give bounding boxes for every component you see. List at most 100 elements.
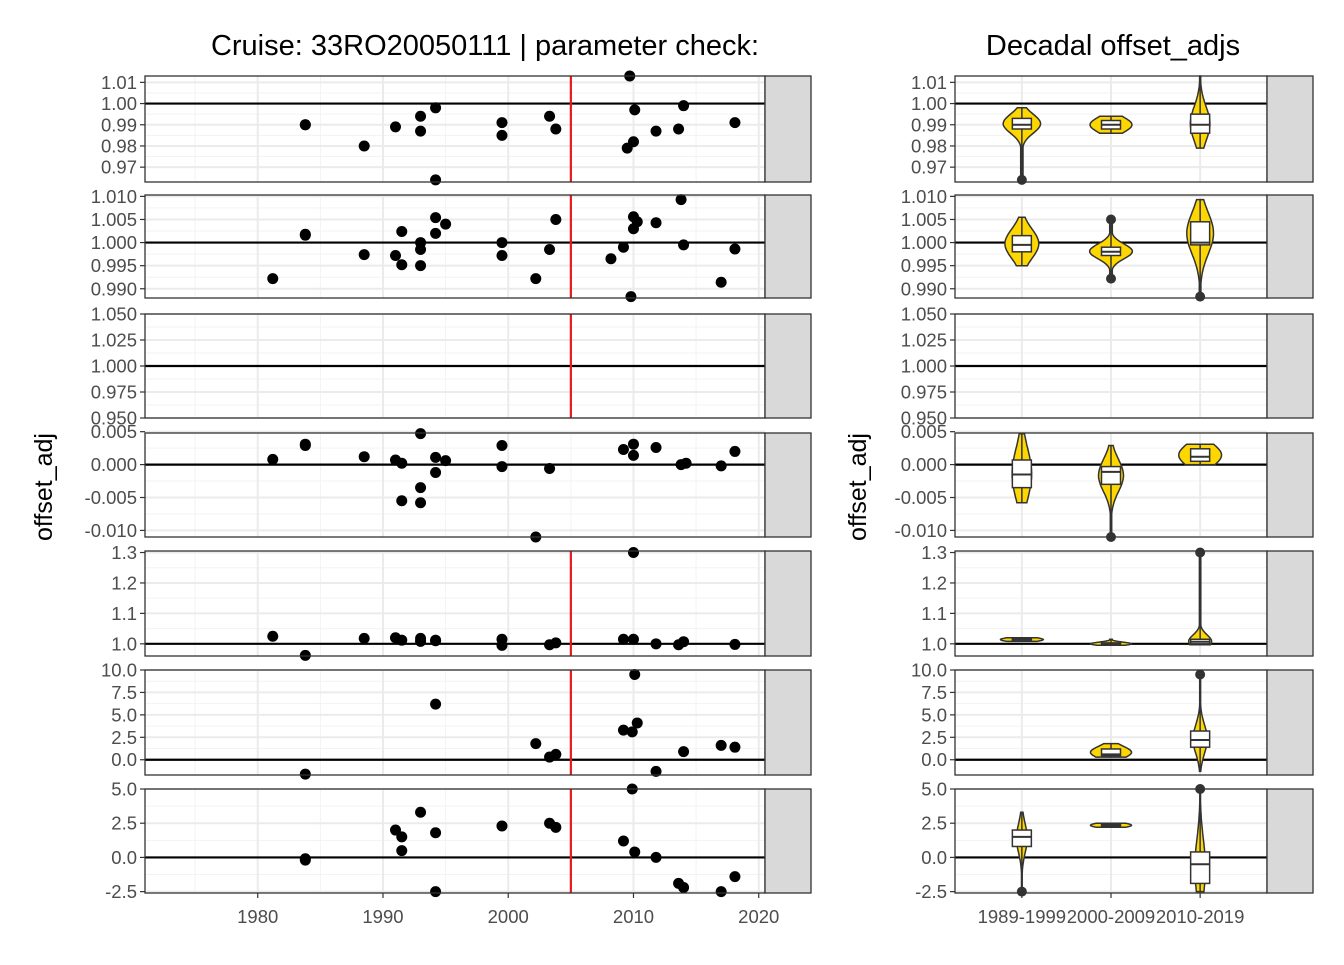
left-x-tick-label: 2010 [613,906,654,927]
left-nitrate-data-point [629,104,641,116]
right-tco2-box [1189,851,1211,885]
left-salinity-data-point [544,463,556,475]
right-tco2-y-tick-label: -2.5 [915,881,947,902]
left-talk-data-point [715,739,727,751]
left-talk-y-tick-label: 0.0 [111,749,137,770]
left-nitrate-data-point [358,140,370,152]
left-phosphate-y-tick-label: 0.975 [91,382,137,403]
left-silicate-y-tick-label: 1.2 [111,572,137,593]
left-salinity-panel-bg [145,433,765,537]
left-silicate-data-point [627,547,639,559]
left-nitrate-data-point [430,102,442,114]
right-tco2-outlier [1016,886,1027,897]
left-salinity-data-point [358,451,370,463]
left-talk-panel-bg [145,670,765,775]
left-nitrate-data-point [496,117,508,129]
left-oxygen-strip [764,194,812,299]
right-oxygen-outlier [1106,273,1116,284]
left-oxygen-data-point [496,250,508,262]
left-oxygen-data-point [396,259,408,271]
left-salinity-data-point [715,460,727,472]
left-oxygen-data-point [678,239,690,251]
left-tco2-data-point [299,854,311,866]
left-silicate-data-point [415,635,427,647]
left-nitrate-y-tick-label: 0.97 [101,157,137,178]
left-phosphate-strip [764,313,812,419]
left-silicate-data-point [267,630,279,642]
left-talk-data-point [626,726,638,738]
left-tco2-strip [764,788,812,894]
left-salinity-data-point [680,457,692,469]
left-talk-data-point [430,698,442,710]
right-oxygen-y-tick-label: 0.990 [901,278,947,299]
left-oxygen-y-tick-label: 1.005 [91,209,137,230]
right-salinity-y-tick-label: 0.000 [901,454,947,475]
left-tco2-data-point [415,806,427,818]
left-talk-data-point [299,768,311,780]
left-silicate-y-tick-label: 1.1 [111,603,137,624]
left-tco2-data-point [617,835,629,847]
left-chart-title: Cruise: 33RO20050111 | parameter check: [211,30,759,62]
right-phosphate-y-tick-label: 0.975 [901,382,947,403]
right-silicate-y-tick-label: 1.0 [921,633,947,654]
left-silicate-panel-bg [145,551,765,656]
left-tco2-data-point [396,845,408,857]
left-salinity-data-point [415,428,427,440]
left-tco2-data-point [430,827,442,839]
left-oxygen-data-point [415,237,427,249]
left-salinity-data-point [496,440,508,452]
left-oxygen-data-point [390,250,402,262]
right-nitrate-y-tick-label: 1.00 [911,93,947,114]
left-salinity-y-tick-label: -0.005 [85,487,137,508]
left-tco2-y-tick-label: -2.5 [105,881,137,902]
left-phosphate-y-tick-label: 1.050 [91,304,137,325]
left-nitrate-panel-bg [145,76,765,182]
left-oxygen-data-point [544,244,556,256]
right-phosphate-strip [1266,313,1314,419]
left-nitrate-data-point [415,110,427,122]
left-oxygen-data-point [430,212,442,224]
left-nitrate-data-point [673,123,685,135]
left-nitrate-data-point [299,119,311,131]
left-silicate-y-tick-label: 1.0 [111,633,137,654]
left-silicate-data-point [430,635,442,647]
left-silicate-strip [764,550,812,657]
right-salinity-y-tick-label: -0.010 [895,520,947,541]
right-oxygen-y-tick-label: 1.005 [901,209,947,230]
left-oxygen-data-point [550,213,562,225]
left-salinity-data-point [627,449,639,461]
left-nitrate-data-point [550,123,562,135]
right-tco2-y-tick-label: 2.5 [921,813,947,834]
right-nitrate-y-tick-label: 0.99 [911,114,947,135]
right-oxygen-box [1011,234,1033,253]
right-nitrate-outlier [1016,174,1027,185]
right-tco2-strip [1266,788,1314,894]
left-oxygen-data-point [617,241,629,253]
left-salinity-data-point [396,457,408,469]
left-salinity-data-point [415,482,427,494]
left-oxygen-y-tick-label: 1.010 [91,186,137,207]
right-x-tick-label: 2000-2009 [1067,906,1155,927]
right-x-tick-label: 1989-1999 [978,906,1066,927]
right-talk-box [1100,748,1122,757]
right-nitrate-y-tick-label: 0.97 [911,157,947,178]
left-silicate-data-point [358,632,370,644]
right-oxygen-box [1189,221,1211,246]
left-nitrate-strip [764,75,812,183]
right-oxygen-strip [1266,194,1314,299]
right-tco2-y-tick-label: 5.0 [921,779,947,800]
right-talk-y-tick-label: 2.5 [921,727,947,748]
right-chart-title: Decadal offset_adjs [986,30,1240,62]
right-nitrate-strip [1266,75,1314,183]
left-silicate-data-point [650,638,662,650]
left-salinity-data-point [430,451,442,463]
left-x-tick-label: 1980 [237,906,278,927]
right-phosphate-y-tick-label: 1.050 [901,304,947,325]
left-x-tick-label: 2000 [488,906,529,927]
left-salinity-data-point [617,443,629,455]
left-tco2-data-point [496,820,508,832]
left-salinity-data-point [650,441,662,453]
left-salinity-y-tick-label: 0.000 [91,454,137,475]
